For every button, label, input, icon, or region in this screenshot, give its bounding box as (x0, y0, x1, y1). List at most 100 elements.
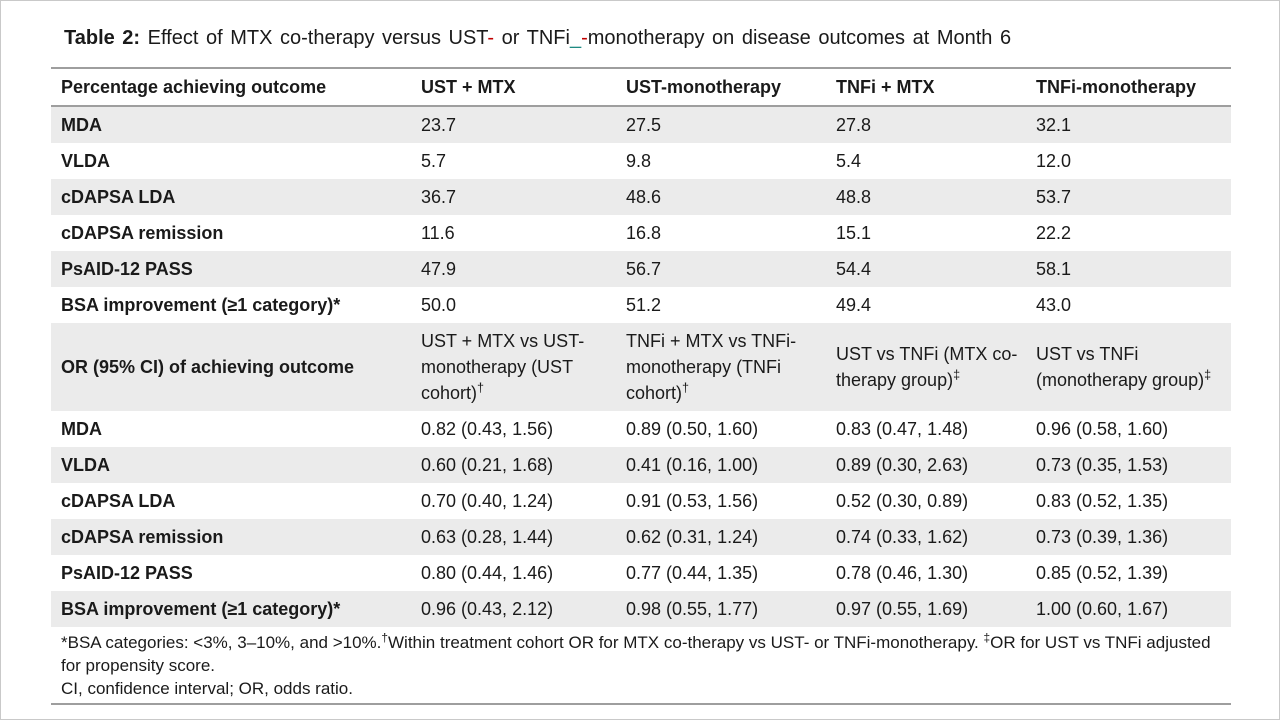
value-cell: 32.1 (1026, 106, 1231, 143)
value-cell: 22.2 (1036, 223, 1072, 243)
value-cell: 5.7 (421, 151, 447, 171)
outcome-label: MDA (51, 106, 411, 143)
value-cell: 56.7 (616, 251, 826, 287)
value-cell: 0.73 (0.39, 1.36) (1026, 519, 1231, 555)
table-row-or-cdapsa-lda: cDAPSA LDA 0.70 (0.40, 1.24) 0.91 (0.53,… (51, 483, 1231, 519)
table-row-or-psaid: PsAID-12 PASS 0.80 (0.44, 1.46) 0.77 (0.… (51, 555, 1231, 591)
value-cell: 0.91 (0.53, 1.56) (626, 491, 759, 511)
column-header-tnfi-mtx: TNFi + MTX (826, 67, 1026, 107)
value-cell: 58.1 (1026, 251, 1231, 287)
footnote-line-2: CI, confidence interval; OR, odds ratio. (61, 679, 353, 698)
value-cell: 0.52 (0.30, 0.89) (836, 491, 969, 511)
value-cell: 36.7 (411, 179, 616, 215)
column-header-ust-mtx: UST + MTX (411, 67, 616, 107)
value-cell: 0.78 (0.46, 1.30) (836, 563, 969, 583)
value-cell: 0.83 (0.47, 1.48) (836, 419, 969, 439)
outcome-label: PsAID-12 PASS (51, 251, 411, 287)
footnote-line-1: *BSA categories: <3%, 3–10%, and >10%.†W… (61, 630, 1211, 675)
column-header-ust-mono: UST-monotherapy (616, 67, 826, 107)
value-cell: 50.0 (421, 295, 457, 315)
value-cell: 0.77 (0.44, 1.35) (626, 563, 759, 583)
value-cell: 43.0 (1036, 295, 1072, 315)
value-cell: 16.8 (626, 223, 662, 243)
table-row-pct-psaid: PsAID-12 PASS 47.9 56.7 54.4 58.1 (51, 251, 1231, 287)
value-cell: 0.89 (0.30, 2.63) (826, 447, 1026, 483)
value-cell: 51.2 (626, 295, 662, 315)
value-cell: 0.96 (0.43, 2.12) (411, 591, 616, 627)
value-cell: 0.85 (0.52, 1.39) (1036, 563, 1169, 583)
outcome-label: BSA improvement (≥1 category)* (61, 295, 341, 315)
table-row-or-vlda: VLDA 0.60 (0.21, 1.68) 0.41 (0.16, 1.00)… (51, 447, 1231, 483)
value-cell: 0.63 (0.28, 1.44) (411, 519, 616, 555)
value-cell: 54.4 (826, 251, 1026, 287)
outcome-label: cDAPSA remission (51, 519, 411, 555)
footnotes: *BSA categories: <3%, 3–10%, and >10%.†W… (51, 627, 1231, 705)
value-cell: 12.0 (1036, 151, 1072, 171)
table-title-text-3: monotherapy on disease outcomes at Month… (587, 27, 1012, 49)
value-cell: 0.73 (0.35, 1.53) (1026, 447, 1231, 483)
or-column-header: UST + MTX vs UST-monotherapy (UST cohort… (411, 323, 616, 411)
dagger-superscript: † (381, 630, 389, 645)
table-row-pct-bsa: BSA improvement (≥1 category)* 50.0 51.2… (51, 287, 1231, 323)
table-title-label: Table 2: (64, 27, 141, 49)
double-dagger-superscript: ‡ (953, 368, 961, 382)
table-row-or-cdapsa-remission: cDAPSA remission 0.63 (0.28, 1.44) 0.62 … (51, 519, 1231, 555)
value-cell: 27.8 (826, 106, 1026, 143)
table-row-pct-cdapsa-remission: cDAPSA remission 11.6 16.8 15.1 22.2 (51, 215, 1231, 251)
or-column-header: UST vs TNFi (MTX co-therapy group)‡ (826, 323, 1026, 411)
red-hyphen-2: - (581, 27, 588, 49)
value-cell: 0.89 (0.50, 1.60) (626, 419, 759, 439)
outcome-label: BSA improvement (≥1 category)* (51, 591, 411, 627)
table-title-text-2: or TNFi (494, 27, 570, 49)
table-row-or-mda: MDA 0.82 (0.43, 1.56) 0.89 (0.50, 1.60) … (51, 411, 1231, 447)
outcome-label: VLDA (51, 447, 411, 483)
value-cell: 5.4 (836, 151, 862, 171)
column-header-row: Percentage achieving outcome UST + MTX U… (51, 67, 1231, 107)
value-cell: 53.7 (1026, 179, 1231, 215)
column-header-outcome: Percentage achieving outcome (51, 67, 411, 107)
column-header-tnfi-mono: TNFi-monotherapy (1026, 67, 1231, 107)
value-cell: 9.8 (626, 151, 652, 171)
or-column-header: UST vs TNFi (monotherapy group)‡ (1026, 323, 1231, 411)
value-cell: 48.6 (616, 179, 826, 215)
outcome-label: PsAID-12 PASS (61, 563, 193, 583)
outcome-label: cDAPSA LDA (51, 179, 411, 215)
or-section-label: OR (95% CI) of achieving outcome (51, 323, 411, 411)
value-cell: 48.8 (826, 179, 1026, 215)
or-section-header-row: OR (95% CI) of achieving outcome UST + M… (51, 323, 1231, 411)
value-cell: 11.6 (421, 223, 455, 243)
footnote-row: *BSA categories: <3%, 3–10%, and >10%.†W… (51, 627, 1231, 705)
value-cell: 0.97 (0.55, 1.69) (826, 591, 1026, 627)
outcome-label: cDAPSA LDA (61, 491, 176, 511)
or-column-header: TNFi + MTX vs TNFi-monotherapy (TNFi coh… (616, 323, 826, 411)
table-row-pct-mda: MDA 23.7 27.5 27.8 32.1 (51, 106, 1231, 143)
value-cell: 0.96 (0.58, 1.60) (1036, 419, 1169, 439)
value-cell: 49.4 (836, 295, 872, 315)
value-cell: 0.70 (0.40, 1.24) (421, 491, 554, 511)
value-cell: 15.1 (836, 223, 872, 243)
table-title: Table 2: Effect of MTX co-therapy versus… (64, 27, 1011, 50)
dagger-superscript: † (682, 381, 690, 395)
value-cell: 1.00 (0.60, 1.67) (1026, 591, 1231, 627)
value-cell: 0.62 (0.31, 1.24) (616, 519, 826, 555)
value-cell: 0.60 (0.21, 1.68) (411, 447, 616, 483)
value-cell: 23.7 (411, 106, 616, 143)
table-row-pct-vlda: VLDA 5.7 9.8 5.4 12.0 (51, 143, 1231, 179)
red-hyphen-1: - (487, 27, 495, 49)
double-dagger-superscript: ‡ (983, 630, 991, 645)
value-cell: 0.80 (0.44, 1.46) (421, 563, 554, 583)
value-cell: 47.9 (411, 251, 616, 287)
table-title-text-1: Effect of MTX co-therapy versus UST (140, 27, 488, 49)
table-row-or-bsa: BSA improvement (≥1 category)* 0.96 (0.4… (51, 591, 1231, 627)
table-row-pct-cdapsa-lda: cDAPSA LDA 36.7 48.6 48.8 53.7 (51, 179, 1231, 215)
value-cell: 0.82 (0.43, 1.56) (421, 419, 554, 439)
value-cell: 0.98 (0.55, 1.77) (616, 591, 826, 627)
value-cell: 0.74 (0.33, 1.62) (826, 519, 1026, 555)
outcome-label: VLDA (61, 151, 110, 171)
value-cell: 0.41 (0.16, 1.00) (616, 447, 826, 483)
value-cell: 27.5 (616, 106, 826, 143)
dagger-superscript: † (477, 381, 485, 395)
outcome-label: MDA (61, 419, 102, 439)
outcome-label: cDAPSA remission (61, 223, 224, 243)
